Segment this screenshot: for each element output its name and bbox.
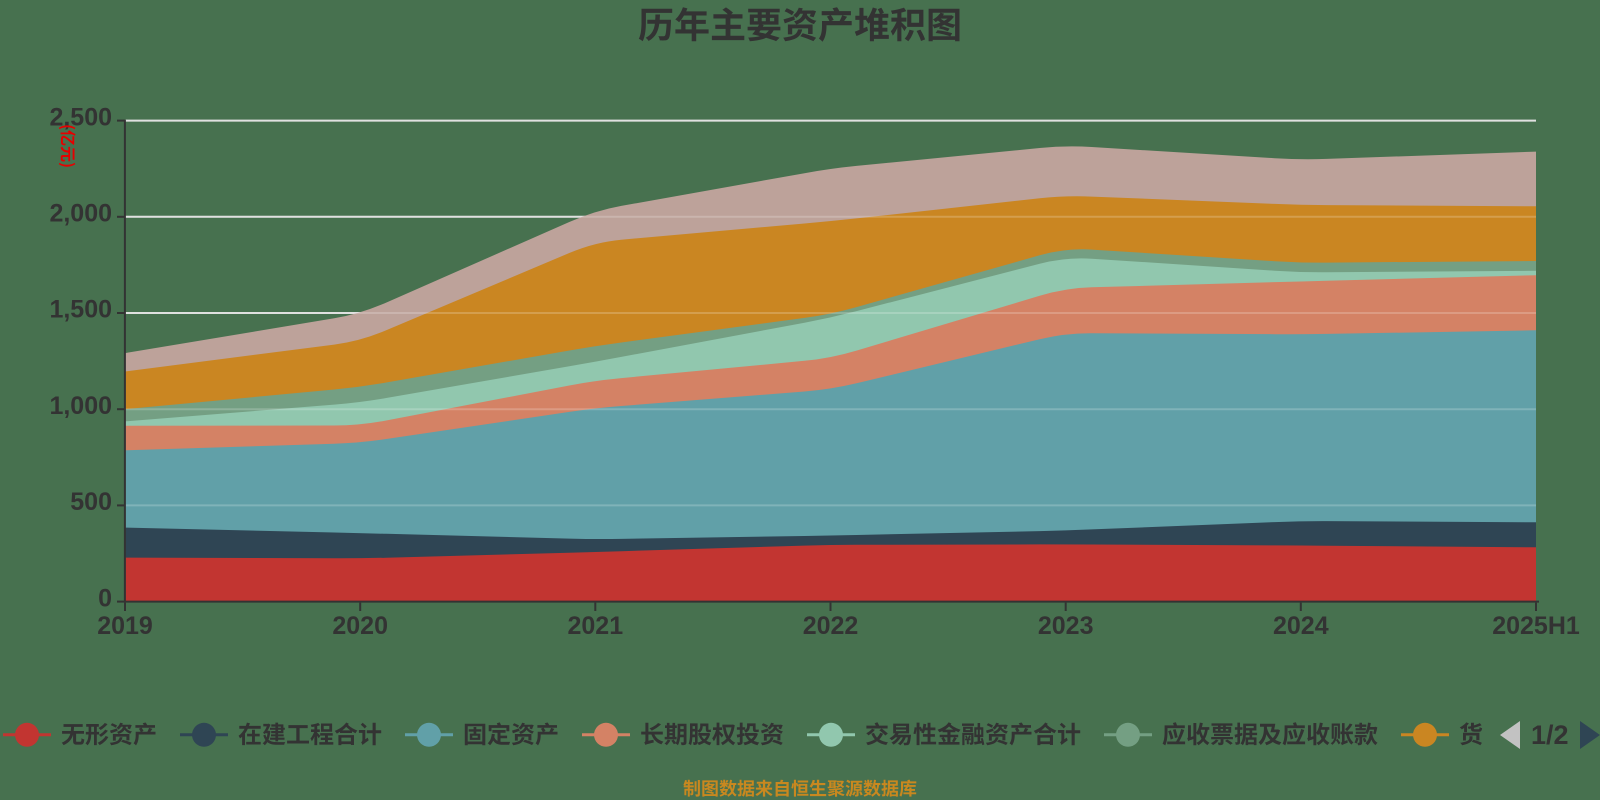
svg-text:2021: 2021 bbox=[567, 612, 623, 640]
svg-text:2,000: 2,000 bbox=[49, 200, 112, 228]
svg-text:2,500: 2,500 bbox=[49, 103, 112, 131]
svg-text:2025H1: 2025H1 bbox=[1492, 612, 1580, 640]
svg-text:1,000: 1,000 bbox=[49, 392, 112, 420]
svg-text:2020: 2020 bbox=[332, 612, 388, 640]
svg-text:0: 0 bbox=[98, 584, 112, 612]
svg-text:500: 500 bbox=[70, 488, 112, 516]
svg-text:2022: 2022 bbox=[803, 612, 859, 640]
svg-text:2023: 2023 bbox=[1038, 612, 1094, 640]
svg-text:1,500: 1,500 bbox=[49, 296, 112, 324]
svg-text:1/2: 1/2 bbox=[1531, 720, 1569, 750]
svg-text:2024: 2024 bbox=[1273, 612, 1329, 640]
svg-text:2019: 2019 bbox=[97, 612, 153, 640]
